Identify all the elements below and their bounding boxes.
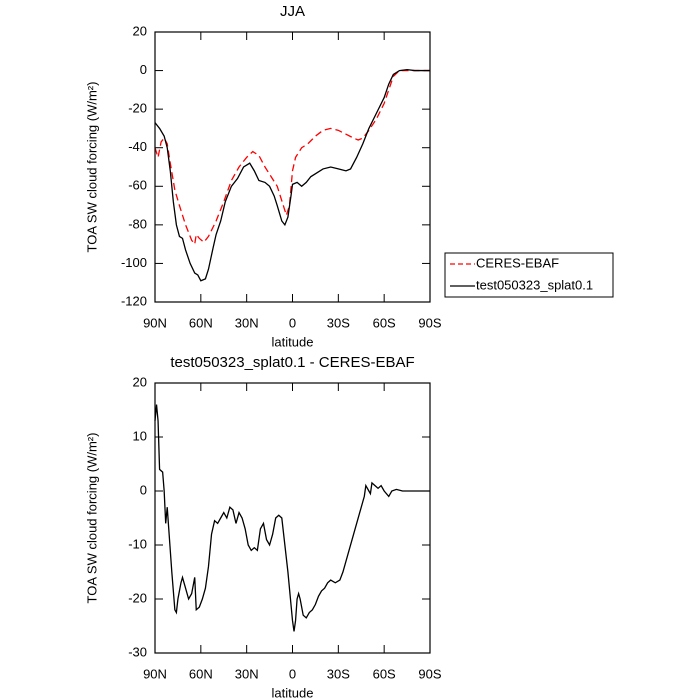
y-tick-label: -40 [128,139,147,154]
y-tick-label: 0 [140,62,147,77]
x-tick-label: 30S [327,315,350,330]
y-tick-label: 10 [133,428,147,443]
chart-title: test050323_splat0.1 - CERES-EBAF [170,354,414,371]
plot-frame [154,31,431,303]
y-tick-label: -60 [128,178,147,193]
y-tick-label: -20 [128,101,147,116]
y-axis-label: TOA SW cloud forcing (W/m²) [84,433,99,604]
y-tick-label: -80 [128,216,147,231]
x-axis-label: latitude [272,685,314,700]
x-tick-label: 90S [418,666,441,681]
y-tick-label: -20 [128,590,147,605]
y-tick-label: -100 [121,255,147,270]
plot-frame [154,382,431,654]
y-tick-label: 20 [133,23,147,38]
x-axis-label: latitude [272,334,314,349]
x-tick-label: 60N [189,666,213,681]
x-tick-label: 60S [373,666,396,681]
chart-title: JJA [280,3,305,20]
data-line [154,69,430,246]
x-tick-label: 90N [143,666,167,681]
x-tick-label: 30S [327,666,350,681]
x-tick-label: 0 [289,666,296,681]
y-tick-label: 20 [133,374,147,389]
data-line [154,404,430,632]
x-tick-label: 90N [143,315,167,330]
legend-label: test050323_splat0.1 [476,277,593,292]
y-tick-label: -120 [121,293,147,308]
y-tick-label: 0 [140,482,147,497]
legend-box [444,252,614,298]
y-tick-label: -30 [128,644,147,659]
y-axis-label: TOA SW cloud forcing (W/m²) [84,82,99,253]
data-line [154,68,430,282]
x-tick-label: 90S [418,315,441,330]
x-tick-label: 30N [235,666,259,681]
x-tick-label: 60N [189,315,213,330]
x-tick-label: 60S [373,315,396,330]
y-tick-label: -10 [128,536,147,551]
legend-label: CERES-EBAF [476,255,559,270]
x-tick-label: 30N [235,315,259,330]
x-tick-label: 0 [289,315,296,330]
